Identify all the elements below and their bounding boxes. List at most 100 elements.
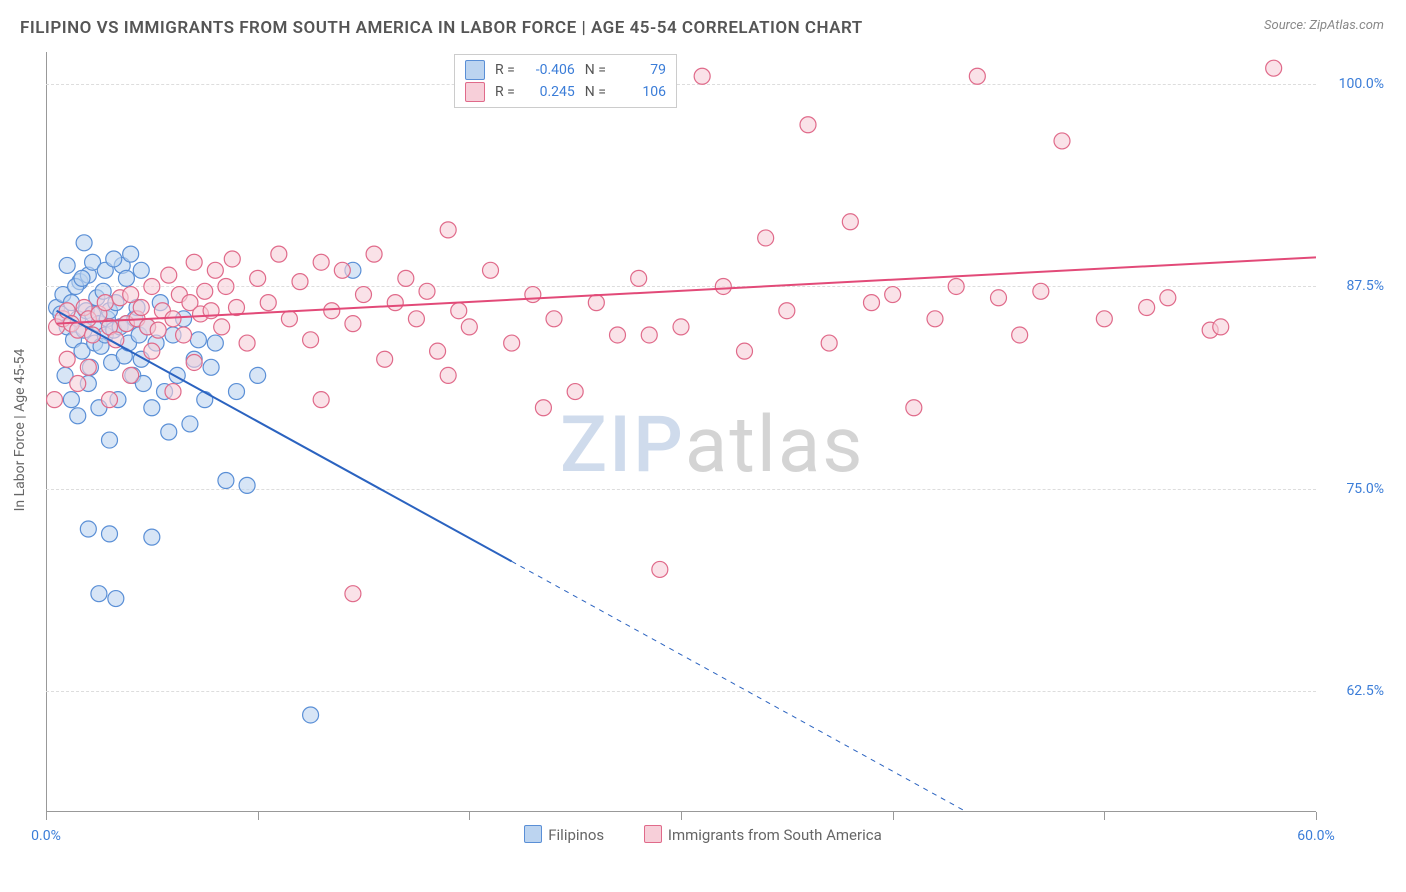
data-point-south_america bbox=[214, 319, 230, 335]
data-point-south_america bbox=[1160, 290, 1176, 306]
data-point-south_america bbox=[821, 335, 837, 351]
data-point-south_america bbox=[535, 400, 551, 416]
data-point-south_america bbox=[292, 274, 308, 290]
data-point-filipinos bbox=[144, 529, 160, 545]
data-point-south_america bbox=[673, 319, 689, 335]
data-point-south_america bbox=[345, 586, 361, 602]
y-axis-label: In Labor Force | Age 45-54 bbox=[12, 349, 28, 512]
data-point-south_america bbox=[59, 351, 75, 367]
y-tick-label: 100.0% bbox=[1339, 76, 1384, 92]
n-label: N = bbox=[585, 84, 606, 100]
scatter-plot-svg bbox=[46, 52, 1316, 812]
trend-line-dash-filipinos bbox=[512, 561, 967, 812]
data-point-south_america bbox=[864, 295, 880, 311]
x-tick bbox=[893, 812, 894, 820]
data-point-south_america bbox=[641, 327, 657, 343]
x-tick bbox=[258, 812, 259, 820]
data-point-filipinos bbox=[91, 586, 107, 602]
data-point-south_america bbox=[176, 327, 192, 343]
n-value-filipinos: 79 bbox=[616, 62, 666, 78]
data-point-filipinos bbox=[190, 332, 206, 348]
data-point-south_america bbox=[313, 392, 329, 408]
chart-title: FILIPINO VS IMMIGRANTS FROM SOUTH AMERIC… bbox=[20, 18, 863, 38]
data-point-south_america bbox=[419, 283, 435, 299]
y-tick-label: 62.5% bbox=[1346, 683, 1384, 699]
data-point-filipinos bbox=[59, 257, 75, 273]
data-point-filipinos bbox=[203, 359, 219, 375]
data-point-south_america bbox=[123, 287, 139, 303]
data-point-filipinos bbox=[123, 246, 139, 262]
trend-line-south_america bbox=[57, 257, 1316, 323]
data-point-south_america bbox=[927, 311, 943, 327]
data-point-south_america bbox=[366, 246, 382, 262]
data-point-south_america bbox=[161, 267, 177, 283]
n-label: N = bbox=[585, 62, 606, 78]
data-point-south_america bbox=[250, 270, 266, 286]
data-point-south_america bbox=[588, 295, 604, 311]
data-point-filipinos bbox=[76, 235, 92, 251]
data-point-south_america bbox=[1096, 311, 1112, 327]
data-point-south_america bbox=[991, 290, 1007, 306]
data-point-filipinos bbox=[106, 251, 122, 267]
data-point-south_america bbox=[377, 351, 393, 367]
data-point-south_america bbox=[102, 392, 118, 408]
data-point-south_america bbox=[737, 343, 753, 359]
data-point-south_america bbox=[144, 278, 160, 294]
data-point-south_america bbox=[80, 359, 96, 375]
data-point-filipinos bbox=[144, 400, 160, 416]
legend-group-filipinos: Filipinos bbox=[524, 826, 608, 844]
data-point-filipinos bbox=[108, 591, 124, 607]
data-point-south_america bbox=[70, 375, 86, 391]
n-value-south-america: 106 bbox=[616, 84, 666, 100]
r-value-south-america: 0.245 bbox=[525, 84, 575, 100]
data-point-south_america bbox=[758, 230, 774, 246]
x-tick bbox=[469, 812, 470, 820]
stats-row-south-america: R = 0.245 N = 106 bbox=[461, 81, 670, 103]
source-attribution: Source: ZipAtlas.com bbox=[1264, 18, 1384, 33]
y-tick-label: 75.0% bbox=[1346, 481, 1384, 497]
data-point-south_america bbox=[207, 262, 223, 278]
data-point-south_america bbox=[948, 278, 964, 294]
legend-swatch-filipinos bbox=[524, 825, 542, 843]
r-label: R = bbox=[495, 84, 515, 100]
data-point-south_america bbox=[133, 299, 149, 315]
data-point-south_america bbox=[303, 332, 319, 348]
data-point-south_america bbox=[398, 270, 414, 286]
data-point-south_america bbox=[324, 303, 340, 319]
x-tick bbox=[681, 812, 682, 820]
swatch-south-america bbox=[465, 82, 485, 102]
data-point-south_america bbox=[610, 327, 626, 343]
data-point-south_america bbox=[85, 327, 101, 343]
data-point-south_america bbox=[271, 246, 287, 262]
data-point-south_america bbox=[715, 278, 731, 294]
data-point-south_america bbox=[451, 303, 467, 319]
legend-group-south-america: Immigrants from South America bbox=[644, 826, 882, 844]
data-point-south_america bbox=[150, 322, 166, 338]
r-value-filipinos: -0.406 bbox=[525, 62, 575, 78]
data-point-south_america bbox=[779, 303, 795, 319]
data-point-filipinos bbox=[229, 384, 245, 400]
data-point-filipinos bbox=[74, 270, 90, 286]
data-point-filipinos bbox=[303, 707, 319, 723]
legend-label-filipinos: Filipinos bbox=[548, 826, 604, 844]
data-point-south_america bbox=[461, 319, 477, 335]
data-point-south_america bbox=[694, 68, 710, 84]
data-point-south_america bbox=[1033, 283, 1049, 299]
data-point-south_america bbox=[144, 343, 160, 359]
data-point-south_america bbox=[186, 354, 202, 370]
data-point-filipinos bbox=[80, 521, 96, 537]
data-point-filipinos bbox=[197, 392, 213, 408]
data-point-south_america bbox=[969, 68, 985, 84]
data-point-filipinos bbox=[102, 432, 118, 448]
data-point-south_america bbox=[224, 251, 240, 267]
x-tick bbox=[1104, 812, 1105, 820]
data-point-filipinos bbox=[250, 367, 266, 383]
data-point-south_america bbox=[525, 287, 541, 303]
data-point-filipinos bbox=[63, 392, 79, 408]
data-point-south_america bbox=[430, 343, 446, 359]
data-point-south_america bbox=[334, 262, 350, 278]
r-label: R = bbox=[495, 62, 515, 78]
swatch-filipinos bbox=[465, 60, 485, 80]
data-point-south_america bbox=[567, 384, 583, 400]
legend-swatch-south-america bbox=[644, 825, 662, 843]
